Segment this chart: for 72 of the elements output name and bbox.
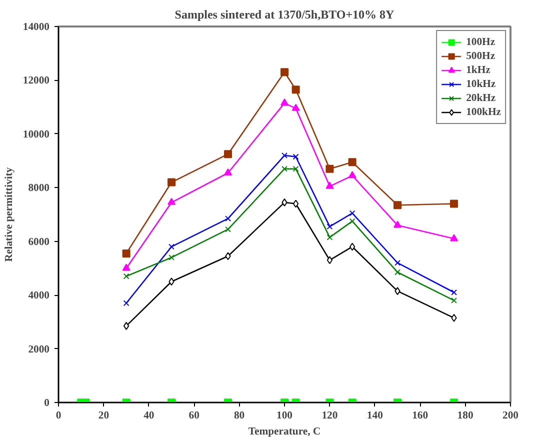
point: [168, 244, 174, 250]
point: [122, 264, 130, 271]
x-tick-label: 100: [276, 410, 292, 422]
point: [225, 252, 231, 260]
x-tick-label: 160: [412, 410, 428, 422]
y-tick-label: 4000: [28, 290, 50, 302]
point: [282, 198, 288, 206]
point: [168, 254, 174, 260]
point: [348, 158, 356, 166]
point: [282, 166, 288, 172]
point: [122, 249, 130, 258]
point: [168, 198, 176, 205]
point: [326, 256, 333, 264]
legend-label: 20kHz: [466, 92, 496, 105]
point: [394, 220, 402, 228]
point: [451, 289, 457, 296]
x-tick-label: 0: [56, 410, 62, 422]
legend-label: 10kHz: [466, 78, 496, 91]
y-tick-label: 10000: [22, 129, 50, 140]
point: [349, 210, 356, 216]
legend-label: 100Hz: [466, 36, 496, 49]
point: [326, 164, 334, 173]
y-tick-label: 12000: [22, 76, 50, 87]
legend-label: 1kHz: [466, 64, 490, 77]
point: [292, 166, 299, 172]
x-tick-label: 180: [457, 410, 474, 422]
point: [292, 154, 299, 160]
y-tick-label: 2000: [28, 344, 50, 356]
x-tick-label: 140: [366, 410, 383, 422]
point: [168, 278, 174, 286]
y-tick-label: 14000: [22, 22, 50, 33]
x-tick-label: 60: [188, 410, 200, 422]
point: [224, 150, 232, 158]
point: [394, 287, 400, 296]
x-tick-label: 40: [144, 410, 154, 422]
point: [123, 300, 130, 306]
point: [349, 242, 356, 251]
point: [123, 322, 130, 330]
point: [326, 182, 334, 189]
point: [168, 178, 176, 186]
point: [280, 98, 288, 106]
point: [280, 68, 288, 76]
point: [394, 260, 400, 266]
point: [348, 171, 356, 178]
point: [282, 152, 288, 158]
x-tick-label: 120: [322, 410, 338, 422]
point: [326, 224, 333, 230]
point: [123, 273, 130, 280]
x-tick-label: 80: [234, 410, 245, 422]
point: [450, 200, 458, 208]
point: [326, 234, 333, 240]
legend-label: 100kHz: [466, 106, 501, 119]
point: [394, 201, 402, 210]
point: [450, 234, 458, 242]
x-tick-label: 200: [502, 410, 518, 422]
point: [292, 86, 300, 94]
chart-title: Samples sintered at 1370/5h,BTO+10% 8Y: [174, 8, 395, 22]
point: [349, 218, 356, 224]
point: [451, 314, 457, 322]
y-tick-label: 8000: [28, 183, 50, 194]
point: [224, 168, 232, 176]
point: [225, 216, 231, 222]
x-tick-label: 20: [98, 410, 110, 422]
point: [225, 226, 231, 232]
point: [394, 269, 400, 276]
y-tick-label: 0: [44, 398, 50, 409]
x-axis-title: Temperature, C: [248, 426, 321, 438]
y-tick-label: 6000: [28, 236, 50, 248]
point: [451, 297, 457, 304]
y-axis-title: Relative permittivity: [4, 166, 15, 262]
legend-label: 500Hz: [466, 50, 496, 63]
point: [292, 200, 299, 208]
